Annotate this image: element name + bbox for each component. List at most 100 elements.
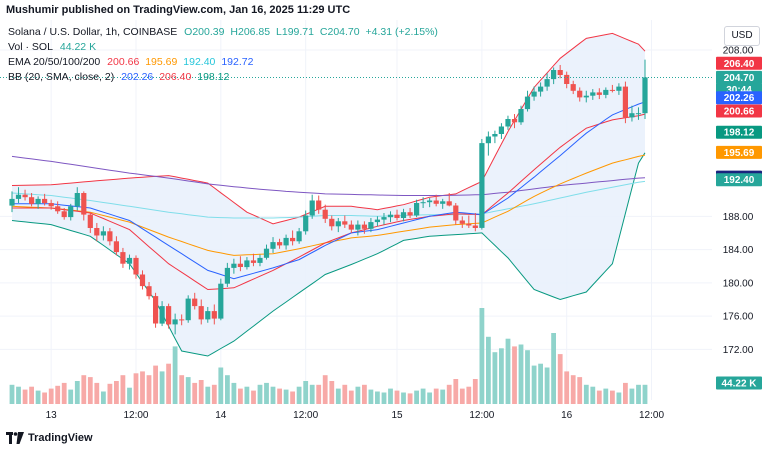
price-label-text: 30:44 [726, 85, 752, 96]
volume-legend[interactable]: Vol · SOL 44.22 K [8, 41, 100, 53]
volume-bar [577, 377, 583, 404]
candle-body [237, 263, 243, 267]
candle-body [270, 242, 276, 249]
price-label-box [716, 70, 762, 84]
price-label-text: 198.12 [724, 128, 755, 139]
candle-body [107, 231, 113, 242]
candle-body [342, 221, 348, 225]
volume-bar [551, 333, 556, 404]
candle-body [296, 231, 302, 242]
y-tick-label: 180.00 [723, 278, 754, 289]
ema-legend[interactable]: EMA 20/50/100/200 200.66 195.69 192.40 1… [8, 56, 256, 68]
candle-body [322, 209, 328, 219]
candle-body [394, 214, 400, 218]
volume-bar [486, 336, 491, 404]
candle-body [446, 201, 452, 206]
volume-bars [9, 308, 648, 404]
candle-body [329, 218, 335, 227]
volume-bar [335, 388, 341, 404]
x-tick-label: 13 [46, 410, 58, 421]
candle-body [414, 203, 420, 216]
volume-bar [538, 363, 543, 404]
candle-body [81, 193, 87, 215]
volume-bar [16, 386, 21, 404]
volume-bar [525, 350, 530, 404]
symbol-legend: Solana / U.S. Dollar, 1h, COINBASE O200.… [8, 26, 441, 38]
candle-body [283, 237, 289, 246]
bb-lower-value: 198.12 [197, 71, 230, 83]
volume-bar [322, 375, 328, 404]
y-tick-label: 188.00 [723, 212, 754, 223]
volume-bar [153, 365, 158, 404]
candle-body [48, 203, 54, 207]
candle-body [472, 225, 478, 228]
publisher-line: Mushumir published on TradingView.com, J… [6, 4, 351, 16]
candle-body [192, 298, 198, 307]
candle-body [218, 283, 224, 319]
volume-bar [472, 379, 478, 404]
volume-bar [225, 375, 230, 404]
volume-bar [590, 386, 596, 404]
volume-bar [375, 391, 380, 404]
candle-body [224, 267, 230, 284]
candle-body [348, 224, 354, 230]
volume-bar [518, 344, 524, 404]
candle-body [244, 260, 250, 268]
volume-bar [342, 384, 348, 404]
candle-body [368, 222, 374, 229]
volume-bar [570, 375, 576, 404]
price-label-text: 206.40 [724, 59, 755, 70]
candle-body [420, 202, 426, 204]
candle-body [166, 306, 172, 325]
candle-body [538, 86, 544, 92]
volume-bar [564, 371, 570, 404]
volume-bar [381, 392, 387, 404]
volume-bar [303, 381, 309, 404]
ema100-line [11, 180, 646, 219]
price-label-box [716, 104, 762, 118]
volume-bar [479, 308, 485, 404]
volume-bar [87, 377, 93, 404]
candle-body [35, 198, 41, 204]
volume-bar [531, 365, 537, 404]
candle-body [609, 89, 615, 91]
candle-body [551, 70, 557, 80]
volume-bar [22, 389, 28, 404]
candle-body [577, 90, 583, 98]
candle-body [400, 212, 407, 218]
symbol-title[interactable]: Solana / U.S. Dollar, 1h, COINBASE [8, 26, 178, 38]
candle-body [518, 109, 524, 123]
volume-bar [610, 390, 615, 404]
volume-bar [492, 352, 498, 404]
candle-body [466, 223, 472, 226]
volume-bar [446, 384, 452, 404]
candle-body [616, 86, 622, 91]
currency-button[interactable]: USD [724, 26, 760, 46]
volume-bar [557, 354, 563, 404]
volume-bar [94, 382, 100, 404]
bb-legend[interactable]: BB (20, SMA, close, 2) 202.26 206.40 198… [8, 71, 232, 83]
candle-body [120, 252, 126, 264]
volume-bar [166, 363, 171, 404]
bb-basis-line [12, 101, 646, 280]
volume-bar [264, 382, 269, 404]
volume-bar [401, 392, 406, 404]
tradingview-logo-icon [6, 432, 24, 444]
volume-bar [205, 386, 211, 404]
volume-bar [35, 390, 41, 404]
tradingview-logo-text: TradingView [28, 432, 93, 444]
volume-bar [355, 386, 361, 404]
candle-body [231, 263, 237, 268]
y-tick-label: 172.00 [723, 345, 754, 356]
price-label-text: 200.66 [724, 107, 755, 118]
volume-bar [466, 386, 472, 404]
volume-label-text: 44.22 K [721, 379, 757, 390]
candle-body [257, 257, 263, 263]
tradingview-logo[interactable]: TradingView [6, 432, 93, 444]
ema50-value: 195.69 [145, 56, 178, 68]
volume-bar [642, 384, 648, 404]
candle-body [492, 134, 498, 137]
candle-body [629, 113, 635, 118]
candle-body [133, 257, 139, 275]
